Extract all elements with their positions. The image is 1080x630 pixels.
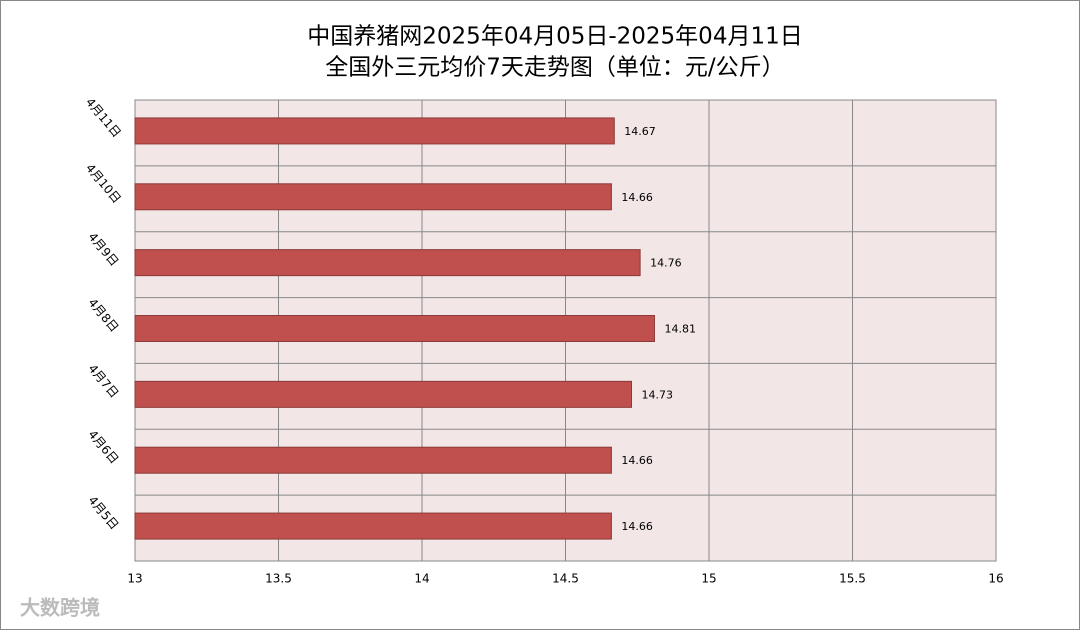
data-label: 14.81 [664, 323, 696, 336]
watermark: 大数跨境 [20, 596, 100, 620]
bar [134, 446, 612, 474]
chart-title: 中国养猪网2025年04月05日-2025年04月11日 [307, 24, 802, 50]
x-tick-label: 13 [127, 572, 142, 586]
x-tick-label: 14.5 [552, 572, 579, 586]
x-tick-label: 14 [414, 572, 429, 586]
bar [134, 183, 612, 211]
bar [134, 512, 612, 540]
x-tick-label: 16 [988, 572, 1003, 586]
data-label: 14.76 [650, 257, 682, 270]
data-label: 14.73 [642, 388, 674, 401]
x-tick-label: 15 [701, 572, 716, 586]
bar [134, 117, 615, 145]
data-label: 14.67 [624, 125, 656, 138]
data-label: 14.66 [621, 520, 653, 533]
chart-subtitle: 全国外三元均价7天走势图（单位：元/公斤） [325, 55, 784, 81]
x-tick-label: 15.5 [839, 572, 866, 586]
x-tick-label: 13.5 [265, 572, 292, 586]
bar [134, 315, 655, 342]
data-label: 14.66 [621, 454, 653, 467]
bar [134, 249, 641, 277]
bar [134, 380, 633, 408]
data-label: 14.66 [621, 191, 653, 204]
